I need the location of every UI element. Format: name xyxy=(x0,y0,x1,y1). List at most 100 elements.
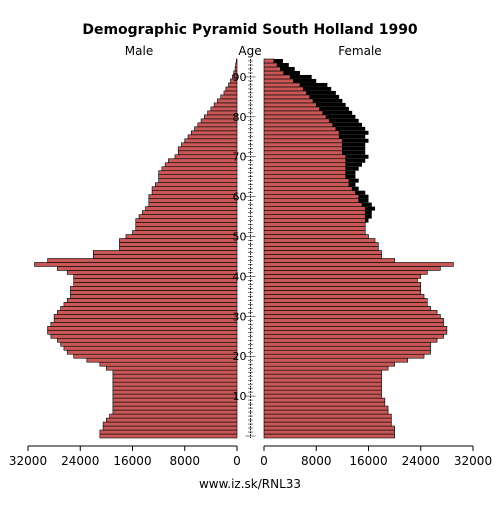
female-bar-age-83 xyxy=(263,102,317,108)
female-excess-bar-age-69 xyxy=(345,158,366,163)
male-bar-age-44 xyxy=(47,258,238,263)
male-bar-age-36 xyxy=(70,290,238,295)
chart-title: Demographic Pyramid South Holland 1990 xyxy=(82,22,418,38)
male-bar-age-50 xyxy=(125,234,238,239)
female-bars xyxy=(263,58,454,439)
age-tick-label-60: 60 xyxy=(233,191,247,204)
female-bar-age-15 xyxy=(263,373,382,379)
female-excess-bar-age-56 xyxy=(365,210,372,215)
female-bar-age-11 xyxy=(263,389,382,395)
age-tick-label-20: 20 xyxy=(233,350,247,363)
male-bar-age-62 xyxy=(151,186,238,191)
male-bar-age-57 xyxy=(145,206,238,211)
male-bar-age-78 xyxy=(197,122,238,128)
male-bar-age-43 xyxy=(34,262,238,267)
female-excess-bar-age-74 xyxy=(342,138,369,143)
female-bar-age-88 xyxy=(263,82,301,88)
female-bar-age-28 xyxy=(263,322,444,327)
female-bar-age-34 xyxy=(263,298,428,303)
male-bar-age-25 xyxy=(50,333,238,339)
female-bar-age-6 xyxy=(263,409,389,415)
male-bar-age-13 xyxy=(112,381,238,387)
female-bar-age-85 xyxy=(263,94,311,100)
female-bar-age-29 xyxy=(263,318,444,323)
male-bar-age-24 xyxy=(57,337,238,343)
female-excess-bar-age-55 xyxy=(365,214,372,219)
female-bar-age-16 xyxy=(263,369,382,375)
female-excess-bar-age-87 xyxy=(303,86,332,91)
female-bar-age-57 xyxy=(263,206,366,211)
female-bar-age-78 xyxy=(263,122,333,128)
female-excess-bar-age-90 xyxy=(290,74,312,79)
male-bar-age-63 xyxy=(155,182,238,187)
female-bar-age-56 xyxy=(263,210,366,215)
male-bar-age-8 xyxy=(112,401,238,407)
male-bar-age-35 xyxy=(70,294,238,299)
male-x-tick-label-16000: 16000 xyxy=(113,454,151,468)
male-bar-age-21 xyxy=(66,349,238,355)
female-bar-age-1 xyxy=(263,429,395,435)
female-bar-age-36 xyxy=(263,290,422,295)
female-bar-age-84 xyxy=(263,98,314,104)
female-excess-bar-age-63 xyxy=(348,182,356,187)
female-bar-age-50 xyxy=(263,234,369,239)
female-bar-age-65 xyxy=(263,174,346,179)
female-excess-bar-age-64 xyxy=(348,178,359,183)
female-bar-age-7 xyxy=(263,405,389,411)
female-bar-age-43 xyxy=(263,262,454,267)
male-bar-age-51 xyxy=(132,230,238,235)
female-bar-age-93 xyxy=(263,62,278,68)
male-bar-age-54 xyxy=(135,218,238,223)
male-bar-age-17 xyxy=(106,365,238,371)
female-excess-bar-age-88 xyxy=(299,82,328,87)
female-excess-bar-age-82 xyxy=(319,106,349,111)
female-excess-bar-age-60 xyxy=(358,194,369,199)
male-bar-age-75 xyxy=(187,134,238,140)
female-bar-age-61 xyxy=(263,190,356,195)
age-tick-label-10: 10 xyxy=(233,390,247,403)
female-bar-age-20 xyxy=(263,353,425,359)
female-bar-age-8 xyxy=(263,401,386,407)
age-tick-label-40: 40 xyxy=(233,270,247,283)
male-bar-age-29 xyxy=(53,318,238,323)
female-bar-age-77 xyxy=(263,126,337,132)
female-bar-age-10 xyxy=(263,393,382,399)
male-bar-age-87 xyxy=(225,86,238,92)
female-bar-age-14 xyxy=(263,377,382,383)
female-bar-age-91 xyxy=(263,70,284,76)
male-bar-age-64 xyxy=(158,178,238,183)
female-excess-bar-age-66 xyxy=(345,170,356,175)
female-bar-age-66 xyxy=(263,170,346,175)
female-bar-age-58 xyxy=(263,202,363,207)
male-bar-age-16 xyxy=(112,369,238,375)
female-bar-age-53 xyxy=(263,222,366,227)
female-excess-bar-age-81 xyxy=(322,110,353,115)
female-bar-age-4 xyxy=(263,417,392,423)
male-bar-age-66 xyxy=(158,170,238,175)
male-bar-age-47 xyxy=(119,246,238,251)
female-bar-age-79 xyxy=(263,118,330,124)
female-excess-bar-age-86 xyxy=(306,90,336,95)
female-x-tick-label-0: 0 xyxy=(260,454,268,468)
female-bar-age-64 xyxy=(263,178,350,183)
female-excess-bar-age-79 xyxy=(329,118,359,123)
female-excess-bar-age-67 xyxy=(345,166,359,171)
female-bar-age-89 xyxy=(263,78,294,84)
female-bar-age-33 xyxy=(263,302,428,307)
male-bar-age-26 xyxy=(47,329,238,335)
male-bar-age-41 xyxy=(66,270,238,275)
female-excess-bar-age-65 xyxy=(345,174,356,179)
female-bar-age-37 xyxy=(263,286,422,291)
female-x-tick-label-32000: 32000 xyxy=(454,454,492,468)
female-bar-age-19 xyxy=(263,357,408,363)
male-bar-age-70 xyxy=(174,154,238,160)
male-bar-age-12 xyxy=(112,385,238,391)
male-bar-age-52 xyxy=(135,226,238,231)
female-bar-age-0 xyxy=(263,433,395,439)
female-bar-age-9 xyxy=(263,397,386,403)
female-excess-bar-age-68 xyxy=(345,162,362,167)
female-excess-bar-age-71 xyxy=(342,150,366,155)
female-x-tick-label-24000: 24000 xyxy=(402,454,440,468)
male-bar-age-68 xyxy=(164,162,238,168)
